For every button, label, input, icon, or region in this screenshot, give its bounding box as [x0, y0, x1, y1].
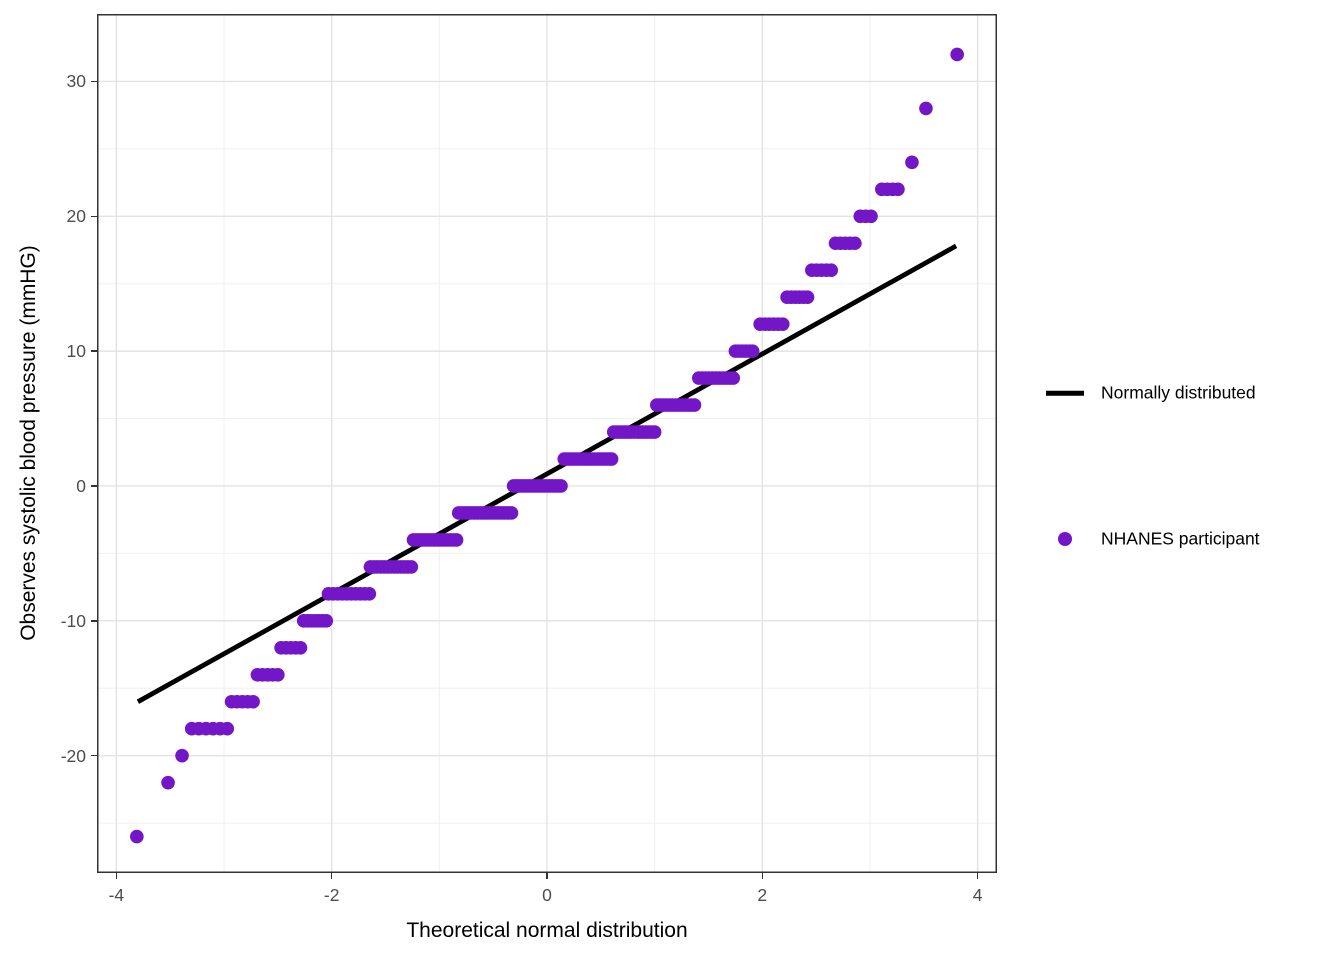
- data-point: [246, 694, 260, 709]
- y-axis-tick: [91, 620, 97, 622]
- y-axis-tick: [91, 485, 97, 487]
- data-point: [293, 640, 308, 655]
- legend-item-normally-distributed: Normally distributed: [1040, 373, 1330, 413]
- data-point: [864, 209, 878, 224]
- x-axis-tick: [976, 873, 979, 879]
- data-point: [775, 317, 790, 331]
- data-point: [745, 344, 760, 358]
- x-axis-tick: [546, 873, 548, 879]
- x-axis-title: Theoretical normal distribution: [406, 919, 688, 942]
- x-axis-tick: [330, 873, 333, 879]
- y-axis-title: Observes systolic blood pressure (mmHG): [17, 245, 40, 641]
- data-point: [891, 182, 905, 197]
- y-tick-label: 10: [66, 341, 86, 362]
- data-point: [362, 587, 377, 601]
- data-point: [175, 748, 189, 763]
- data-point: [647, 425, 662, 439]
- legend-label-nhanes-participant: NHANES participant: [1101, 528, 1260, 549]
- x-tick-label: 2: [757, 885, 768, 905]
- x-tick-label: 4: [972, 885, 983, 905]
- data-point: [800, 290, 815, 304]
- data-point: [130, 829, 144, 844]
- x-tick-label: -4: [108, 885, 125, 905]
- data-point: [950, 47, 964, 62]
- data-point: [271, 667, 285, 682]
- y-tick-label: 30: [66, 71, 86, 92]
- y-axis-tick: [91, 215, 97, 218]
- x-tick-label: 0: [542, 885, 552, 905]
- panel-border: [97, 14, 997, 873]
- data-point: [848, 236, 862, 251]
- y-axis-tick: [91, 80, 97, 83]
- y-tick-label: -10: [60, 610, 86, 631]
- data-point: [919, 101, 933, 116]
- legend-point-swatch-icon: [1058, 532, 1072, 546]
- data-point: [726, 371, 741, 385]
- y-axis-tick: [91, 754, 97, 757]
- data-point: [687, 398, 702, 412]
- y-axis-tick: [91, 350, 97, 352]
- legend-label-normally-distributed: Normally distributed: [1101, 382, 1256, 403]
- plot-canvas: [97, 14, 997, 873]
- y-tick-label: 20: [66, 206, 86, 227]
- data-point: [554, 479, 568, 493]
- data-point: [604, 452, 619, 466]
- x-tick-label: -2: [323, 885, 340, 905]
- data-point: [404, 560, 419, 574]
- data-point: [319, 614, 334, 628]
- y-tick-label: 0: [76, 475, 86, 496]
- data-point: [504, 506, 519, 520]
- legend: Normally distributed NHANES participant: [1040, 370, 1330, 590]
- x-axis-tick: [115, 873, 118, 879]
- data-point: [161, 775, 175, 790]
- x-axis-tick: [761, 873, 764, 879]
- legend-line-swatch-icon: [1046, 390, 1084, 396]
- data-point: [449, 533, 464, 547]
- legend-item-nhanes-participant: NHANES participant: [1040, 519, 1330, 559]
- data-point: [905, 155, 919, 170]
- data-point: [824, 263, 839, 278]
- normal-reference-line: [136, 243, 958, 704]
- plot-panel: [97, 14, 997, 873]
- data-point: [220, 721, 235, 736]
- y-tick-label: -20: [60, 745, 86, 766]
